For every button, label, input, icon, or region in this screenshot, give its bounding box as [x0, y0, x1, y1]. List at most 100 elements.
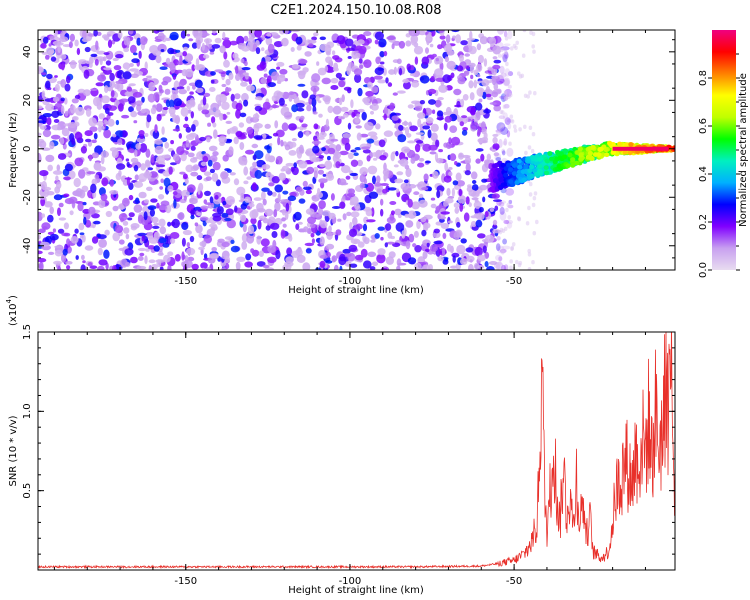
noise-blob: [38, 105, 43, 110]
noise-blob: [427, 129, 432, 139]
noise-blob: [135, 197, 140, 204]
noise-blob: [325, 118, 329, 128]
noise-blob: [228, 72, 234, 80]
noise-blob: [54, 102, 63, 110]
noise-blob: [470, 108, 476, 116]
noise-blob: [440, 211, 451, 215]
noise-blob: [295, 223, 300, 230]
noise-blob: [161, 126, 165, 135]
snr-x-label: Height of straight line (km): [288, 585, 424, 596]
noise-blob-faint: [509, 265, 513, 270]
noise-blob: [49, 206, 54, 215]
noise-blob: [411, 80, 420, 88]
noise-blob: [503, 219, 510, 225]
noise-blob: [347, 122, 352, 130]
noise-blob: [55, 175, 59, 181]
noise-blob: [71, 98, 79, 104]
noise-blob-faint: [528, 181, 533, 187]
noise-blob: [414, 143, 421, 153]
signal-blob: [624, 142, 630, 148]
noise-blob: [445, 34, 451, 44]
noise-blob: [168, 106, 176, 115]
x-tick-label: -50: [506, 576, 522, 587]
noise-blob: [265, 171, 272, 177]
noise-blob: [468, 202, 472, 208]
noise-blob: [367, 251, 377, 258]
noise-blob: [126, 176, 131, 186]
signal-blob: [498, 177, 504, 183]
noise-blob: [176, 146, 185, 156]
noise-blob: [244, 261, 253, 268]
noise-blob: [220, 171, 229, 180]
noise-blob: [404, 213, 410, 218]
signal-blob: [567, 152, 573, 158]
noise-blob: [316, 61, 320, 66]
snr-line: [38, 332, 675, 570]
signal-blob: [506, 162, 512, 168]
noise-blob: [357, 241, 365, 248]
noise-blob: [277, 193, 281, 203]
noise-blob: [128, 30, 134, 35]
snr-marks: [38, 332, 675, 570]
noise-blob: [340, 106, 349, 112]
noise-blob: [363, 216, 369, 224]
noise-blob: [109, 72, 115, 82]
noise-blob: [253, 197, 262, 202]
noise-blob-faint: [531, 44, 535, 49]
noise-blob: [272, 132, 279, 137]
noise-blob: [337, 218, 342, 222]
noise-blob: [137, 256, 144, 261]
noise-blob: [160, 200, 170, 207]
noise-blob: [145, 148, 151, 158]
noise-blob: [251, 182, 257, 191]
noise-blob: [185, 133, 195, 141]
noise-blob: [476, 63, 483, 72]
noise-blob: [321, 210, 331, 217]
noise-blob: [489, 102, 497, 105]
x-tick-label: -50: [506, 276, 522, 287]
noise-blob: [282, 91, 290, 100]
noise-blob: [385, 77, 389, 84]
noise-blob: [417, 118, 422, 128]
snr-scale-base: (x10: [8, 303, 19, 326]
noise-blob: [283, 111, 293, 120]
noise-blob: [236, 35, 245, 46]
noise-blob: [133, 204, 143, 213]
noise-blob: [454, 207, 460, 214]
noise-blob: [132, 91, 143, 98]
noise-blob: [254, 96, 263, 101]
noise-blob: [154, 124, 158, 134]
noise-blob: [434, 68, 444, 78]
noise-blob: [209, 196, 214, 204]
noise-blob: [151, 216, 159, 224]
noise-blob: [256, 202, 264, 212]
noise-blob: [394, 178, 404, 184]
signal-blob: [547, 151, 553, 156]
noise-blob: [295, 186, 303, 192]
noise-blob: [290, 47, 295, 52]
noise-blob: [396, 171, 404, 176]
signal-blob: [508, 179, 514, 185]
noise-blob: [49, 35, 55, 39]
snr-frame: [37, 331, 676, 571]
noise-blob: [63, 176, 71, 181]
noise-blob: [88, 206, 96, 215]
noise-blob: [46, 73, 53, 80]
noise-blob: [255, 47, 261, 55]
noise-blob: [408, 233, 415, 243]
noise-blob: [87, 262, 93, 267]
noise-blob-faint: [495, 262, 500, 267]
noise-blob: [112, 57, 119, 62]
noise-blob: [427, 88, 437, 95]
noise-blob: [120, 258, 128, 268]
noise-blob: [95, 120, 105, 126]
noise-blob: [122, 220, 129, 226]
noise-blob: [395, 222, 405, 232]
noise-blob: [69, 210, 74, 216]
noise-blob: [182, 229, 192, 236]
noise-blob: [354, 52, 361, 59]
noise-blob: [118, 213, 128, 222]
noise-blob: [467, 39, 472, 49]
noise-blob: [47, 164, 53, 172]
noise-blob: [503, 30, 508, 38]
